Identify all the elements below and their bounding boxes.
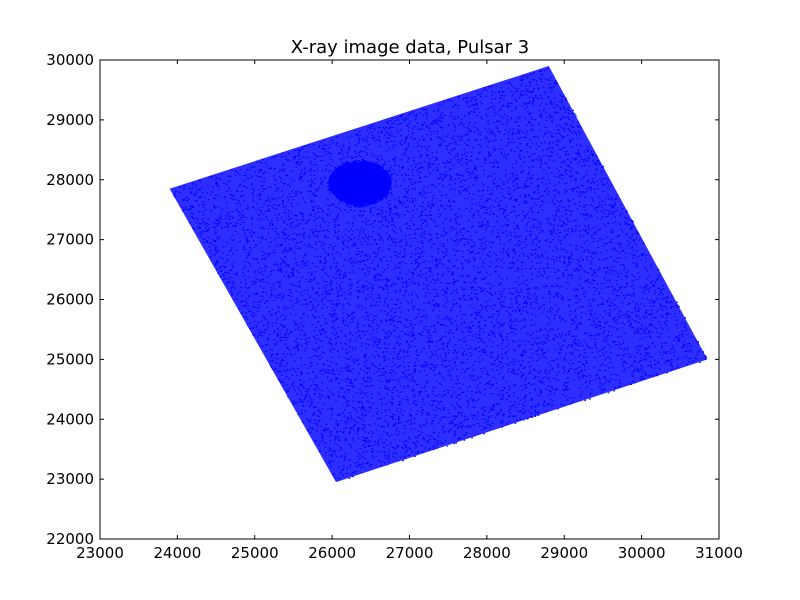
x-tick-label: 26000 (308, 544, 356, 562)
x-tick-label: 28000 (463, 544, 511, 562)
y-tick-label: 23000 (46, 470, 94, 488)
y-tick-label: 29000 (46, 111, 94, 129)
x-axis: 23000 24000 25000 26000 27000 28000 29000 30000… (76, 60, 743, 562)
x-tick-label: 29000 (540, 544, 588, 562)
x-tick-label: 27000 (386, 544, 434, 562)
point-region (169, 66, 708, 483)
chart-title: X-ray image data, Pulsar 3 (291, 37, 529, 58)
y-axis: 22000 23000 24000 25000 26000 27000 28000 29000… (46, 51, 719, 548)
x-tick-label: 25000 (231, 544, 279, 562)
y-tick-label: 30000 (46, 51, 94, 69)
x-tick-label: 30000 (618, 544, 666, 562)
y-tick-label: 22000 (46, 530, 94, 548)
x-tick-label: 31000 (695, 544, 743, 562)
y-tick-label: 25000 (46, 350, 94, 368)
y-tick-label: 28000 (46, 171, 94, 189)
x-tick-label: 23000 (76, 544, 124, 562)
y-tick-label: 26000 (46, 291, 94, 309)
y-tick-label: 24000 (46, 410, 94, 428)
y-tick-label: 27000 (46, 231, 94, 249)
x-tick-label: 24000 (154, 544, 202, 562)
data-points (169, 66, 708, 483)
hotspot-cluster (328, 162, 391, 204)
